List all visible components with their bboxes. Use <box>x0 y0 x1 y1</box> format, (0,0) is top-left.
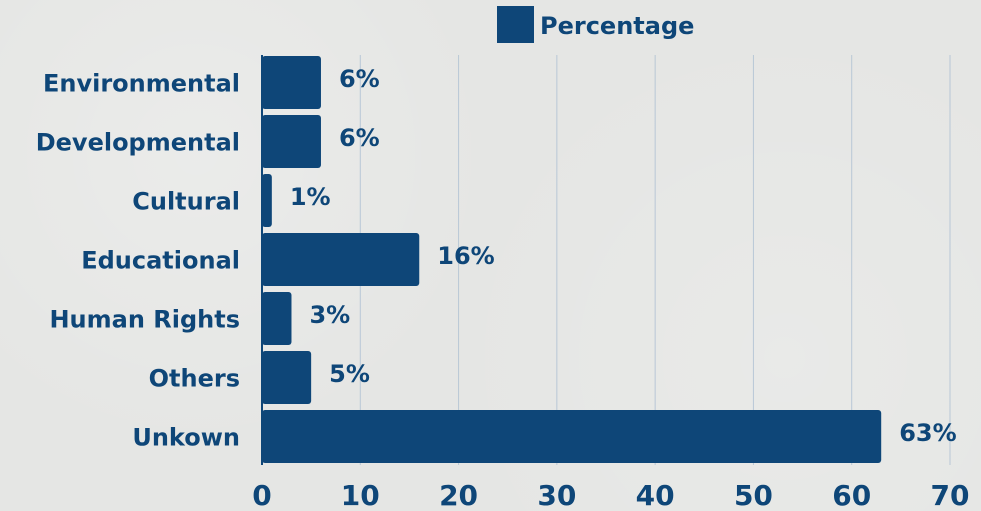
data-label: 5% <box>329 360 370 388</box>
bar <box>262 351 312 404</box>
category-label: Unkown <box>132 424 240 452</box>
bar <box>262 292 292 345</box>
category-label: Human Rights <box>49 306 240 334</box>
data-label: 3% <box>309 301 350 329</box>
category-label: Cultural <box>132 188 240 216</box>
x-tick-label: 60 <box>832 479 871 511</box>
x-tick-label: 30 <box>537 479 576 511</box>
bar <box>262 115 321 168</box>
legend-label: Percentage <box>540 12 694 40</box>
data-label: 1% <box>290 183 331 211</box>
data-label: 63% <box>899 419 956 447</box>
bar <box>262 410 882 463</box>
category-label: Educational <box>81 247 240 275</box>
category-label: Environmental <box>43 70 240 98</box>
x-tick-label: 40 <box>636 479 675 511</box>
bar <box>262 174 272 227</box>
data-label: 6% <box>339 65 380 93</box>
category-label: Others <box>149 365 240 393</box>
x-tick-label: 50 <box>734 479 773 511</box>
data-label: 6% <box>339 124 380 152</box>
data-label: 16% <box>437 242 494 270</box>
category-label: Developmental <box>36 129 240 157</box>
x-tick-label: 0 <box>252 479 271 511</box>
legend-swatch <box>497 6 534 43</box>
x-tick-label: 70 <box>931 479 970 511</box>
bar <box>262 233 420 286</box>
x-tick-label: 20 <box>439 479 478 511</box>
grid-lines <box>359 55 951 465</box>
x-tick-label: 10 <box>341 479 380 511</box>
bar <box>262 56 321 109</box>
legend-item: Percentage <box>497 6 694 43</box>
